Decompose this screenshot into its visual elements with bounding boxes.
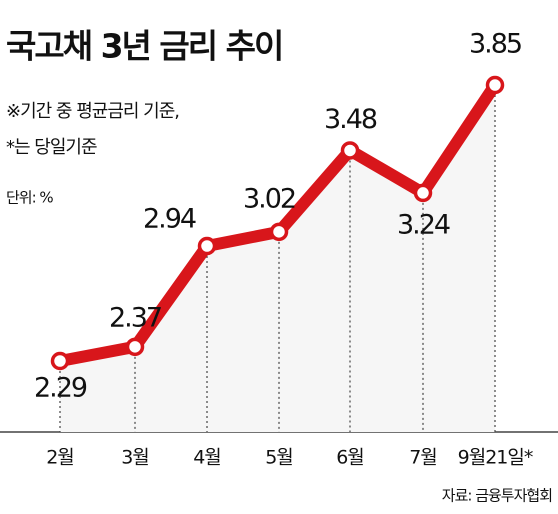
value-label: 2.37 (109, 302, 161, 333)
x-tick-label: 4월 (193, 447, 221, 469)
marker (413, 183, 433, 203)
x-tick-label: 5월 (265, 447, 293, 469)
x-tick-label: 3월 (121, 447, 149, 469)
marker (197, 236, 217, 256)
value-label: 3.48 (324, 104, 377, 135)
area (60, 85, 495, 432)
value-label: 3.85 (469, 29, 521, 60)
x-tick-label: 7월 (409, 447, 437, 469)
value-label: 2.29 (34, 373, 87, 404)
marker (269, 222, 289, 242)
chart-title: 국고채 3년 금리 추이 (6, 27, 282, 66)
unit: 단위: % (6, 189, 53, 207)
marker (340, 141, 360, 160)
x-tick-label: 6월 (336, 447, 364, 469)
marker (125, 337, 145, 357)
x-tick-label: 2월 (46, 447, 74, 469)
value-label: 2.94 (143, 204, 196, 235)
marker (485, 75, 505, 95)
marker (50, 351, 70, 371)
value-label: 3.02 (243, 183, 295, 214)
note: *는 당일기준 (6, 137, 97, 158)
value-label: 3.24 (397, 209, 450, 240)
source: 자료: 금융투자협회 (442, 487, 552, 505)
note: ※기간 중 평균금리 기준, (6, 101, 179, 122)
x-tick-label: 9월21일* (458, 447, 533, 469)
